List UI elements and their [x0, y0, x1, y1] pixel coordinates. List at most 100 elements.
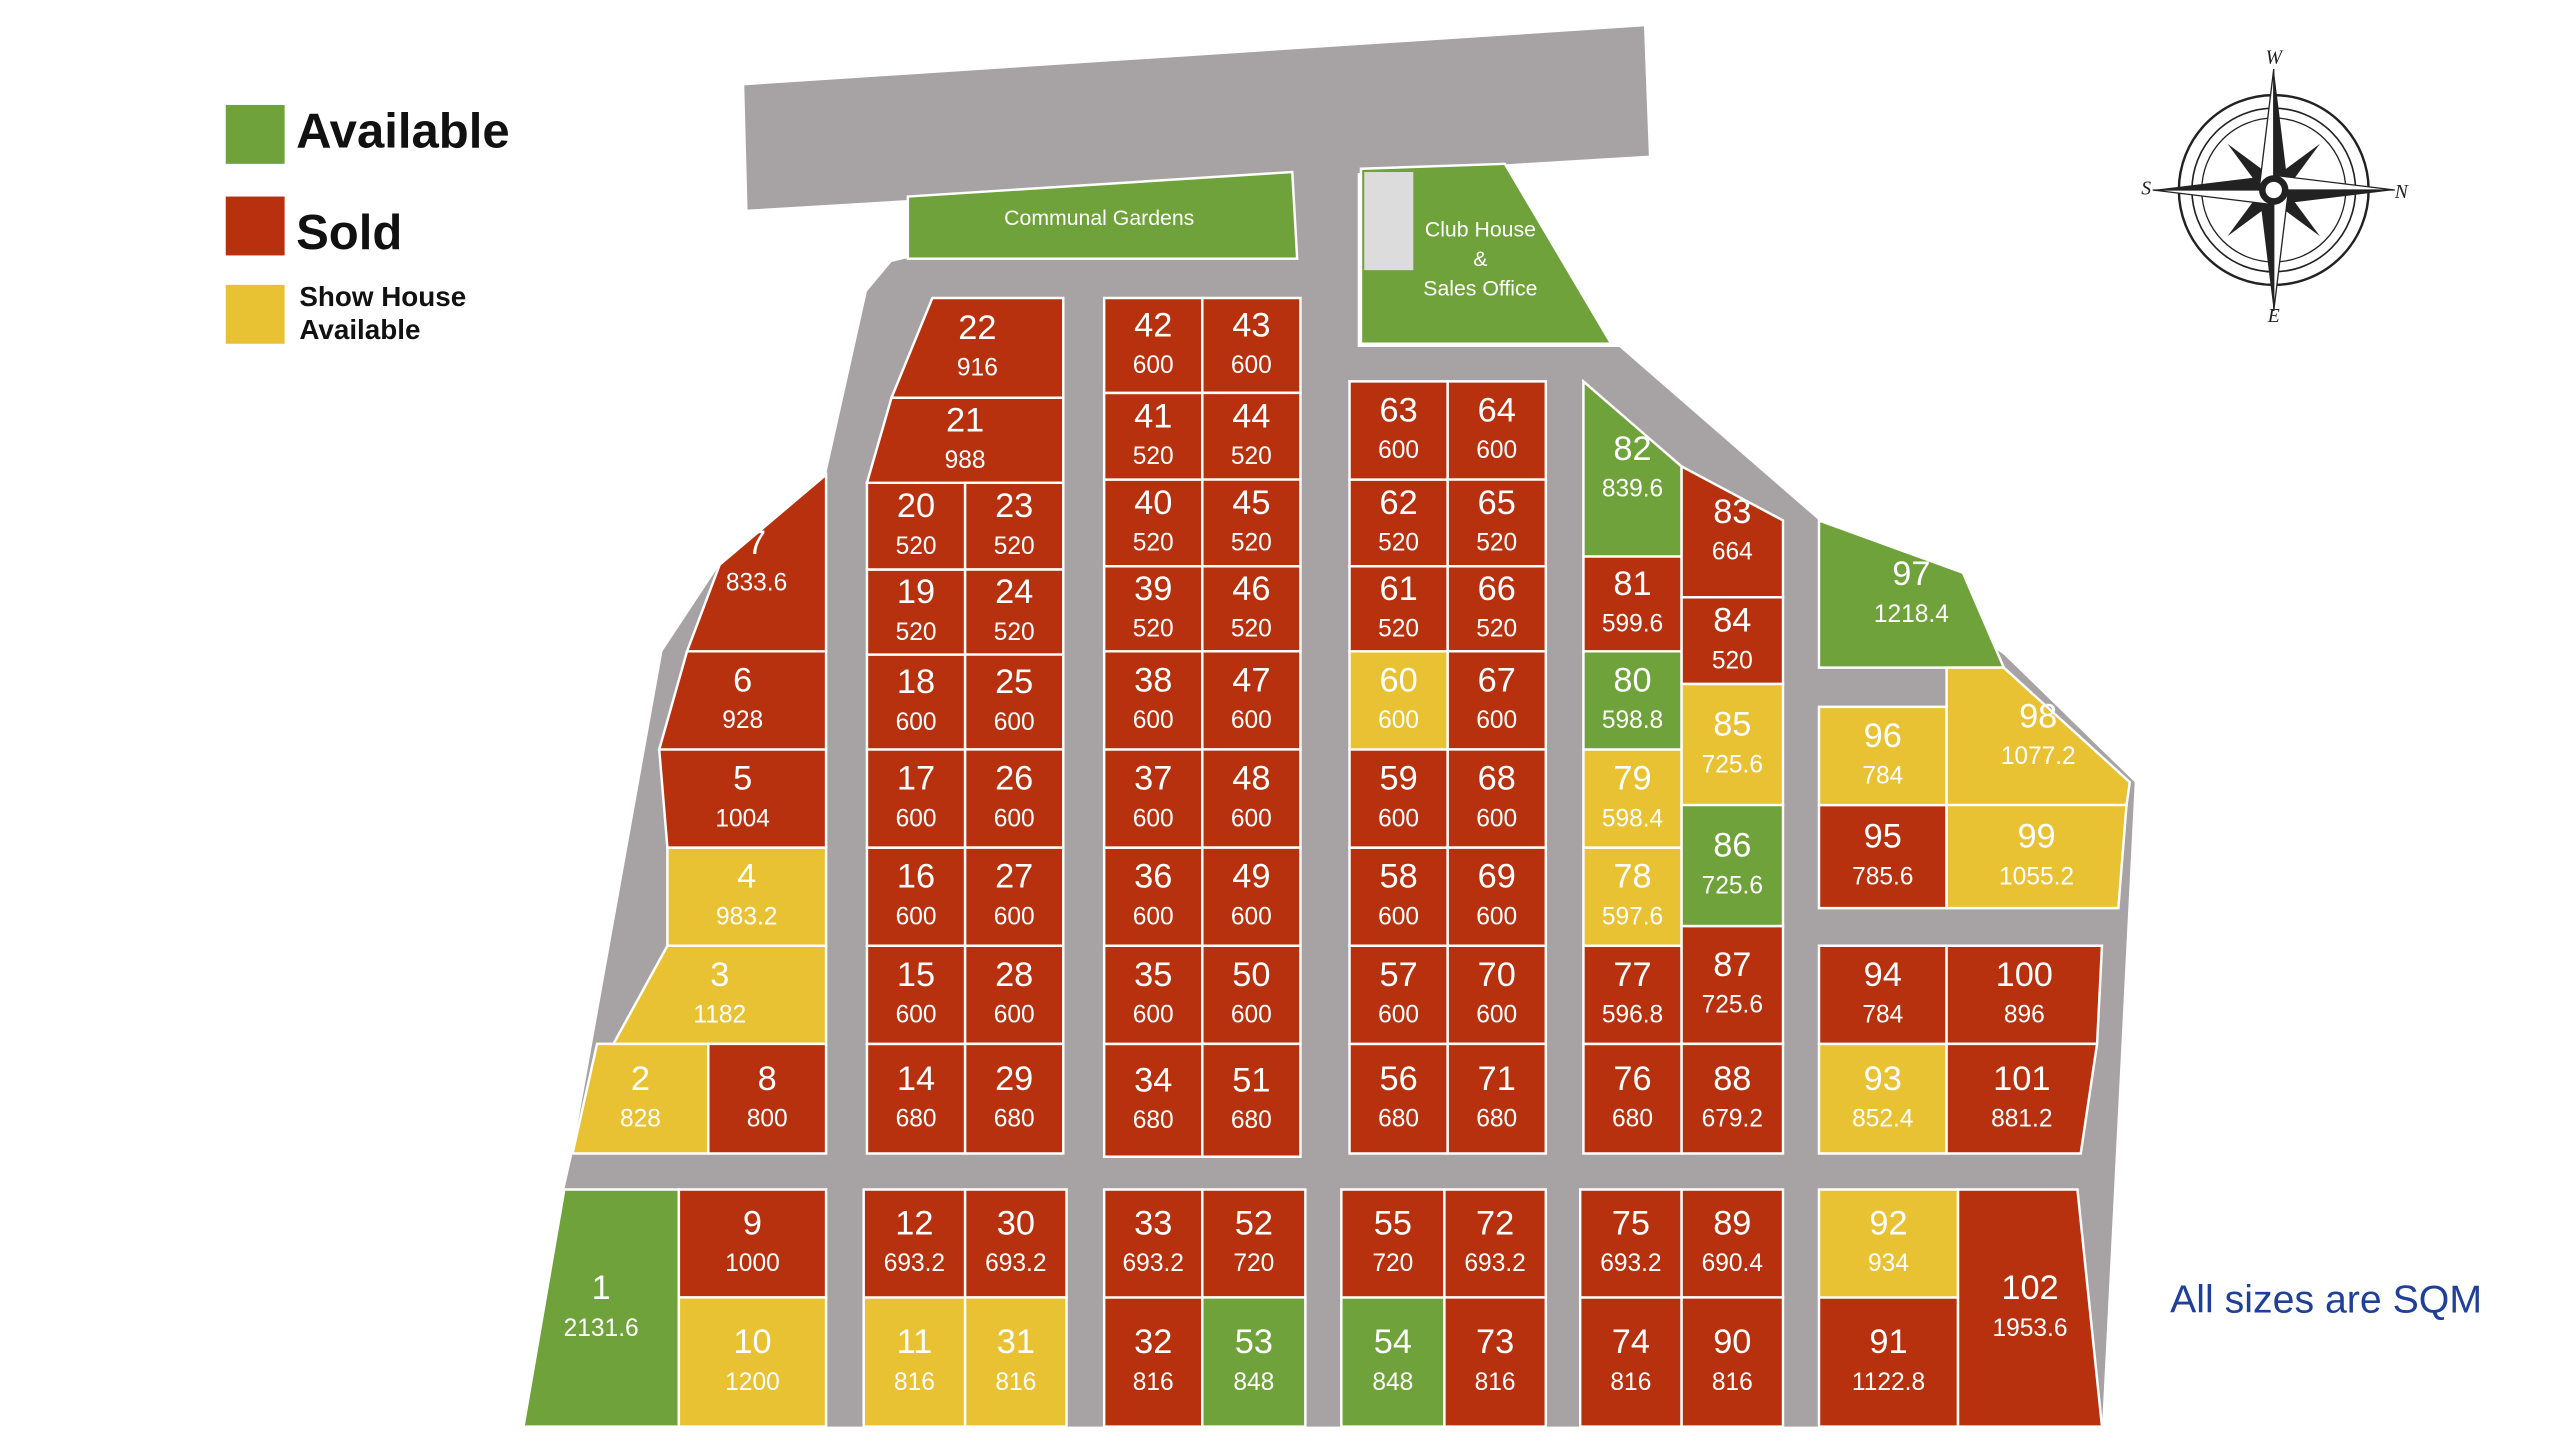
plot: [1680, 1296, 1785, 1428]
legend-label: Sold: [296, 206, 402, 260]
compass-letter: N: [2394, 182, 2409, 203]
plot-size: 680: [1612, 1105, 1653, 1132]
plot-size: 693.2: [1464, 1250, 1525, 1277]
compass: W N S E: [2141, 48, 2409, 327]
plot-size: 1000: [725, 1250, 780, 1277]
plot-number: 98: [2019, 697, 2057, 735]
plots: 12131.62828311824983.25100469287833.6880…: [521, 296, 2132, 1428]
plot-size: 1953.6: [1993, 1315, 2068, 1342]
plot-size: 600: [1231, 903, 1272, 930]
plot-number: 82: [1613, 430, 1651, 468]
compass-letter: S: [2141, 179, 2151, 200]
plot-size: 600: [1133, 352, 1174, 379]
plot-number: 32: [1134, 1323, 1172, 1361]
plot-number: 26: [995, 760, 1033, 798]
plot-size: 600: [1231, 707, 1272, 734]
area-label: &: [1473, 247, 1487, 271]
plot: [1945, 803, 2128, 910]
club-house-building: [1364, 172, 1414, 271]
plot-number: 48: [1232, 760, 1270, 798]
plot-number: 6: [733, 661, 752, 699]
plot-number: 70: [1478, 956, 1516, 994]
plot-number: 37: [1134, 760, 1172, 798]
plot-size: 800: [747, 1105, 788, 1132]
plot-size: 520: [896, 619, 937, 646]
plot-size: 600: [896, 903, 937, 930]
plot-number: 86: [1713, 827, 1751, 865]
plot-size: 785.6: [1852, 863, 1913, 890]
plot-number: 87: [1713, 946, 1751, 984]
plot-number: 24: [995, 573, 1033, 611]
plot-number: 3: [710, 956, 729, 994]
plot-number: 11: [897, 1323, 933, 1361]
plot-number: 75: [1612, 1205, 1650, 1243]
plot-number: 40: [1134, 484, 1172, 522]
plot-number: 8: [758, 1060, 777, 1098]
plot-size: 680: [1476, 1105, 1517, 1132]
plot-number: 54: [1374, 1323, 1412, 1361]
plot: [1443, 1296, 1548, 1428]
plot: [1680, 803, 1785, 928]
plot-size: 600: [1476, 437, 1517, 464]
plot-number: 79: [1613, 760, 1651, 798]
plot-number: 99: [2017, 818, 2055, 856]
plot: [1680, 1042, 1785, 1155]
plot-size: 596.8: [1602, 1002, 1663, 1029]
plot-number: 78: [1613, 858, 1651, 896]
plot-number: 100: [1996, 956, 2053, 994]
plot-size: 600: [994, 805, 1035, 832]
plot: [1817, 518, 2006, 669]
plot-size: 598.4: [1602, 805, 1663, 832]
legend-label: Available: [296, 104, 510, 158]
plot-number: 66: [1478, 570, 1516, 608]
plot-number: 15: [897, 956, 935, 994]
plot-number: 74: [1612, 1323, 1650, 1361]
plot-size: 600: [1133, 903, 1174, 930]
plot-size: 848: [1372, 1369, 1413, 1396]
plot-number: 84: [1713, 602, 1751, 640]
plot-size: 520: [1231, 616, 1272, 643]
plot-size: 600: [1231, 352, 1272, 379]
plot: [677, 1296, 828, 1428]
plot-number: 97: [1892, 555, 1930, 593]
plot-number: 20: [897, 487, 935, 525]
plot-size: 600: [1476, 707, 1517, 734]
plot-size: 520: [994, 619, 1035, 646]
plot-size: 816: [995, 1369, 1036, 1396]
plot-number: 9: [743, 1205, 762, 1243]
plot-number: 63: [1379, 392, 1417, 430]
plot: [1945, 666, 2132, 807]
plot-size: 520: [1231, 443, 1272, 470]
plot-number: 27: [995, 858, 1033, 896]
plot-number: 91: [1869, 1323, 1907, 1361]
area-label: Club House: [1425, 218, 1536, 242]
plot-number: 64: [1478, 392, 1516, 430]
plot: [1956, 1188, 2104, 1428]
plot-number: 7: [747, 524, 766, 562]
plot-size: 600: [1378, 1002, 1419, 1029]
plot-number: 96: [1864, 717, 1902, 755]
plot-size: 1218.4: [1874, 601, 1949, 628]
plot-size: 600: [1378, 437, 1419, 464]
plot-size: 600: [1476, 1002, 1517, 1029]
plot-number: 93: [1864, 1060, 1902, 1098]
plot-number: 67: [1478, 661, 1516, 699]
plot-number: 4: [737, 858, 756, 896]
plot-size: 680: [994, 1105, 1035, 1132]
plot-size: 520: [1133, 443, 1174, 470]
plot-number: 35: [1134, 956, 1172, 994]
plot-number: 45: [1232, 484, 1270, 522]
plot-size: 520: [1712, 647, 1753, 674]
plot-number: 21: [946, 401, 984, 439]
plot-number: 51: [1232, 1061, 1270, 1099]
plot: [1201, 1042, 1302, 1158]
plot-size: 816: [1475, 1369, 1516, 1396]
plot-size: 680: [1133, 1107, 1174, 1134]
plot-number: 83: [1713, 493, 1751, 531]
plot-size: 816: [1133, 1369, 1174, 1396]
plot-size: 848: [1233, 1369, 1274, 1396]
plot-number: 71: [1478, 1060, 1516, 1098]
plot-number: 33: [1134, 1205, 1172, 1243]
plot: [521, 1188, 681, 1428]
